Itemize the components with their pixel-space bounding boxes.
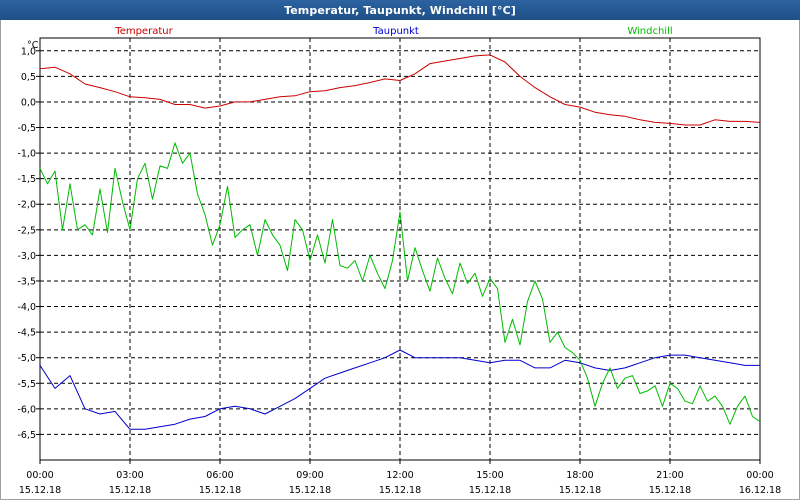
x-tick-time: 00:00 xyxy=(26,470,53,481)
x-tick-time: 03:00 xyxy=(116,470,143,481)
x-tick-time: 21:00 xyxy=(656,470,683,481)
y-axis-label: °C xyxy=(27,40,39,51)
x-tick-date: 15.12.18 xyxy=(289,485,331,496)
x-tick-time: 12:00 xyxy=(386,470,413,481)
x-tick-date: 15.12.18 xyxy=(469,485,511,496)
y-tick-label: -1,5 xyxy=(17,174,36,185)
y-tick-label: -5,5 xyxy=(17,379,36,390)
x-tick-date: 15.12.18 xyxy=(199,485,241,496)
x-axis: 00:00 15.12.18 03:00 15.12.18 06:00 15.12.18 0… xyxy=(19,460,781,496)
y-tick-label: -3,0 xyxy=(17,251,36,262)
y-tick-label: 0,0 xyxy=(21,97,36,108)
x-tick-date: 15.12.18 xyxy=(379,485,421,496)
chart-title: Temperatur, Taupunkt, Windchill [°C] xyxy=(0,0,800,20)
legend-item-windchill: Windchill xyxy=(627,26,672,37)
x-tick-time: 15:00 xyxy=(476,470,503,481)
y-tick-label: -1,0 xyxy=(17,149,36,160)
y-tick-label: -6,5 xyxy=(17,430,36,441)
y-tick-label: -2,5 xyxy=(17,225,36,236)
y-tick-label: -5,0 xyxy=(17,353,36,364)
y-axis: 1,0 0,5 0,0 -0,5 -1,0 -1,5 -2,0 -2,5 -3,0 -3,5 -4,… xyxy=(17,46,40,441)
x-tick-date: 15.12.18 xyxy=(649,485,691,496)
legend-item-temperatur: Temperatur xyxy=(114,26,173,37)
y-tick-label: 0,5 xyxy=(21,72,36,83)
legend-item-taupunkt: Taupunkt xyxy=(372,26,419,37)
series-group xyxy=(39,54,761,430)
x-tick-date: 15.12.18 xyxy=(19,485,61,496)
x-tick-time: 06:00 xyxy=(206,470,233,481)
y-tick-label: 1,0 xyxy=(21,46,36,57)
x-tick-time: 09:00 xyxy=(296,470,323,481)
x-tick-date: 15.12.18 xyxy=(559,485,601,496)
x-tick-date: 16.12.18 xyxy=(739,485,781,496)
y-tick-label: -0,5 xyxy=(17,123,36,134)
legend: Temperatur Taupunkt Windchill xyxy=(114,26,672,37)
y-tick-label: -2,0 xyxy=(17,200,36,211)
x-tick-time: 18:00 xyxy=(566,470,593,481)
x-tick-date: 15.12.18 xyxy=(109,485,151,496)
y-tick-label: -4,0 xyxy=(17,302,36,313)
y-tick-label: -4,5 xyxy=(17,328,36,339)
x-tick-time: 00:00 xyxy=(746,470,773,481)
series-line-temperatur xyxy=(39,54,761,126)
y-tick-label: -6,0 xyxy=(17,404,36,415)
series-line-windchill xyxy=(39,142,761,425)
series-line-taupunkt xyxy=(39,349,760,430)
grid xyxy=(40,38,760,460)
y-tick-label: -3,5 xyxy=(17,276,36,287)
